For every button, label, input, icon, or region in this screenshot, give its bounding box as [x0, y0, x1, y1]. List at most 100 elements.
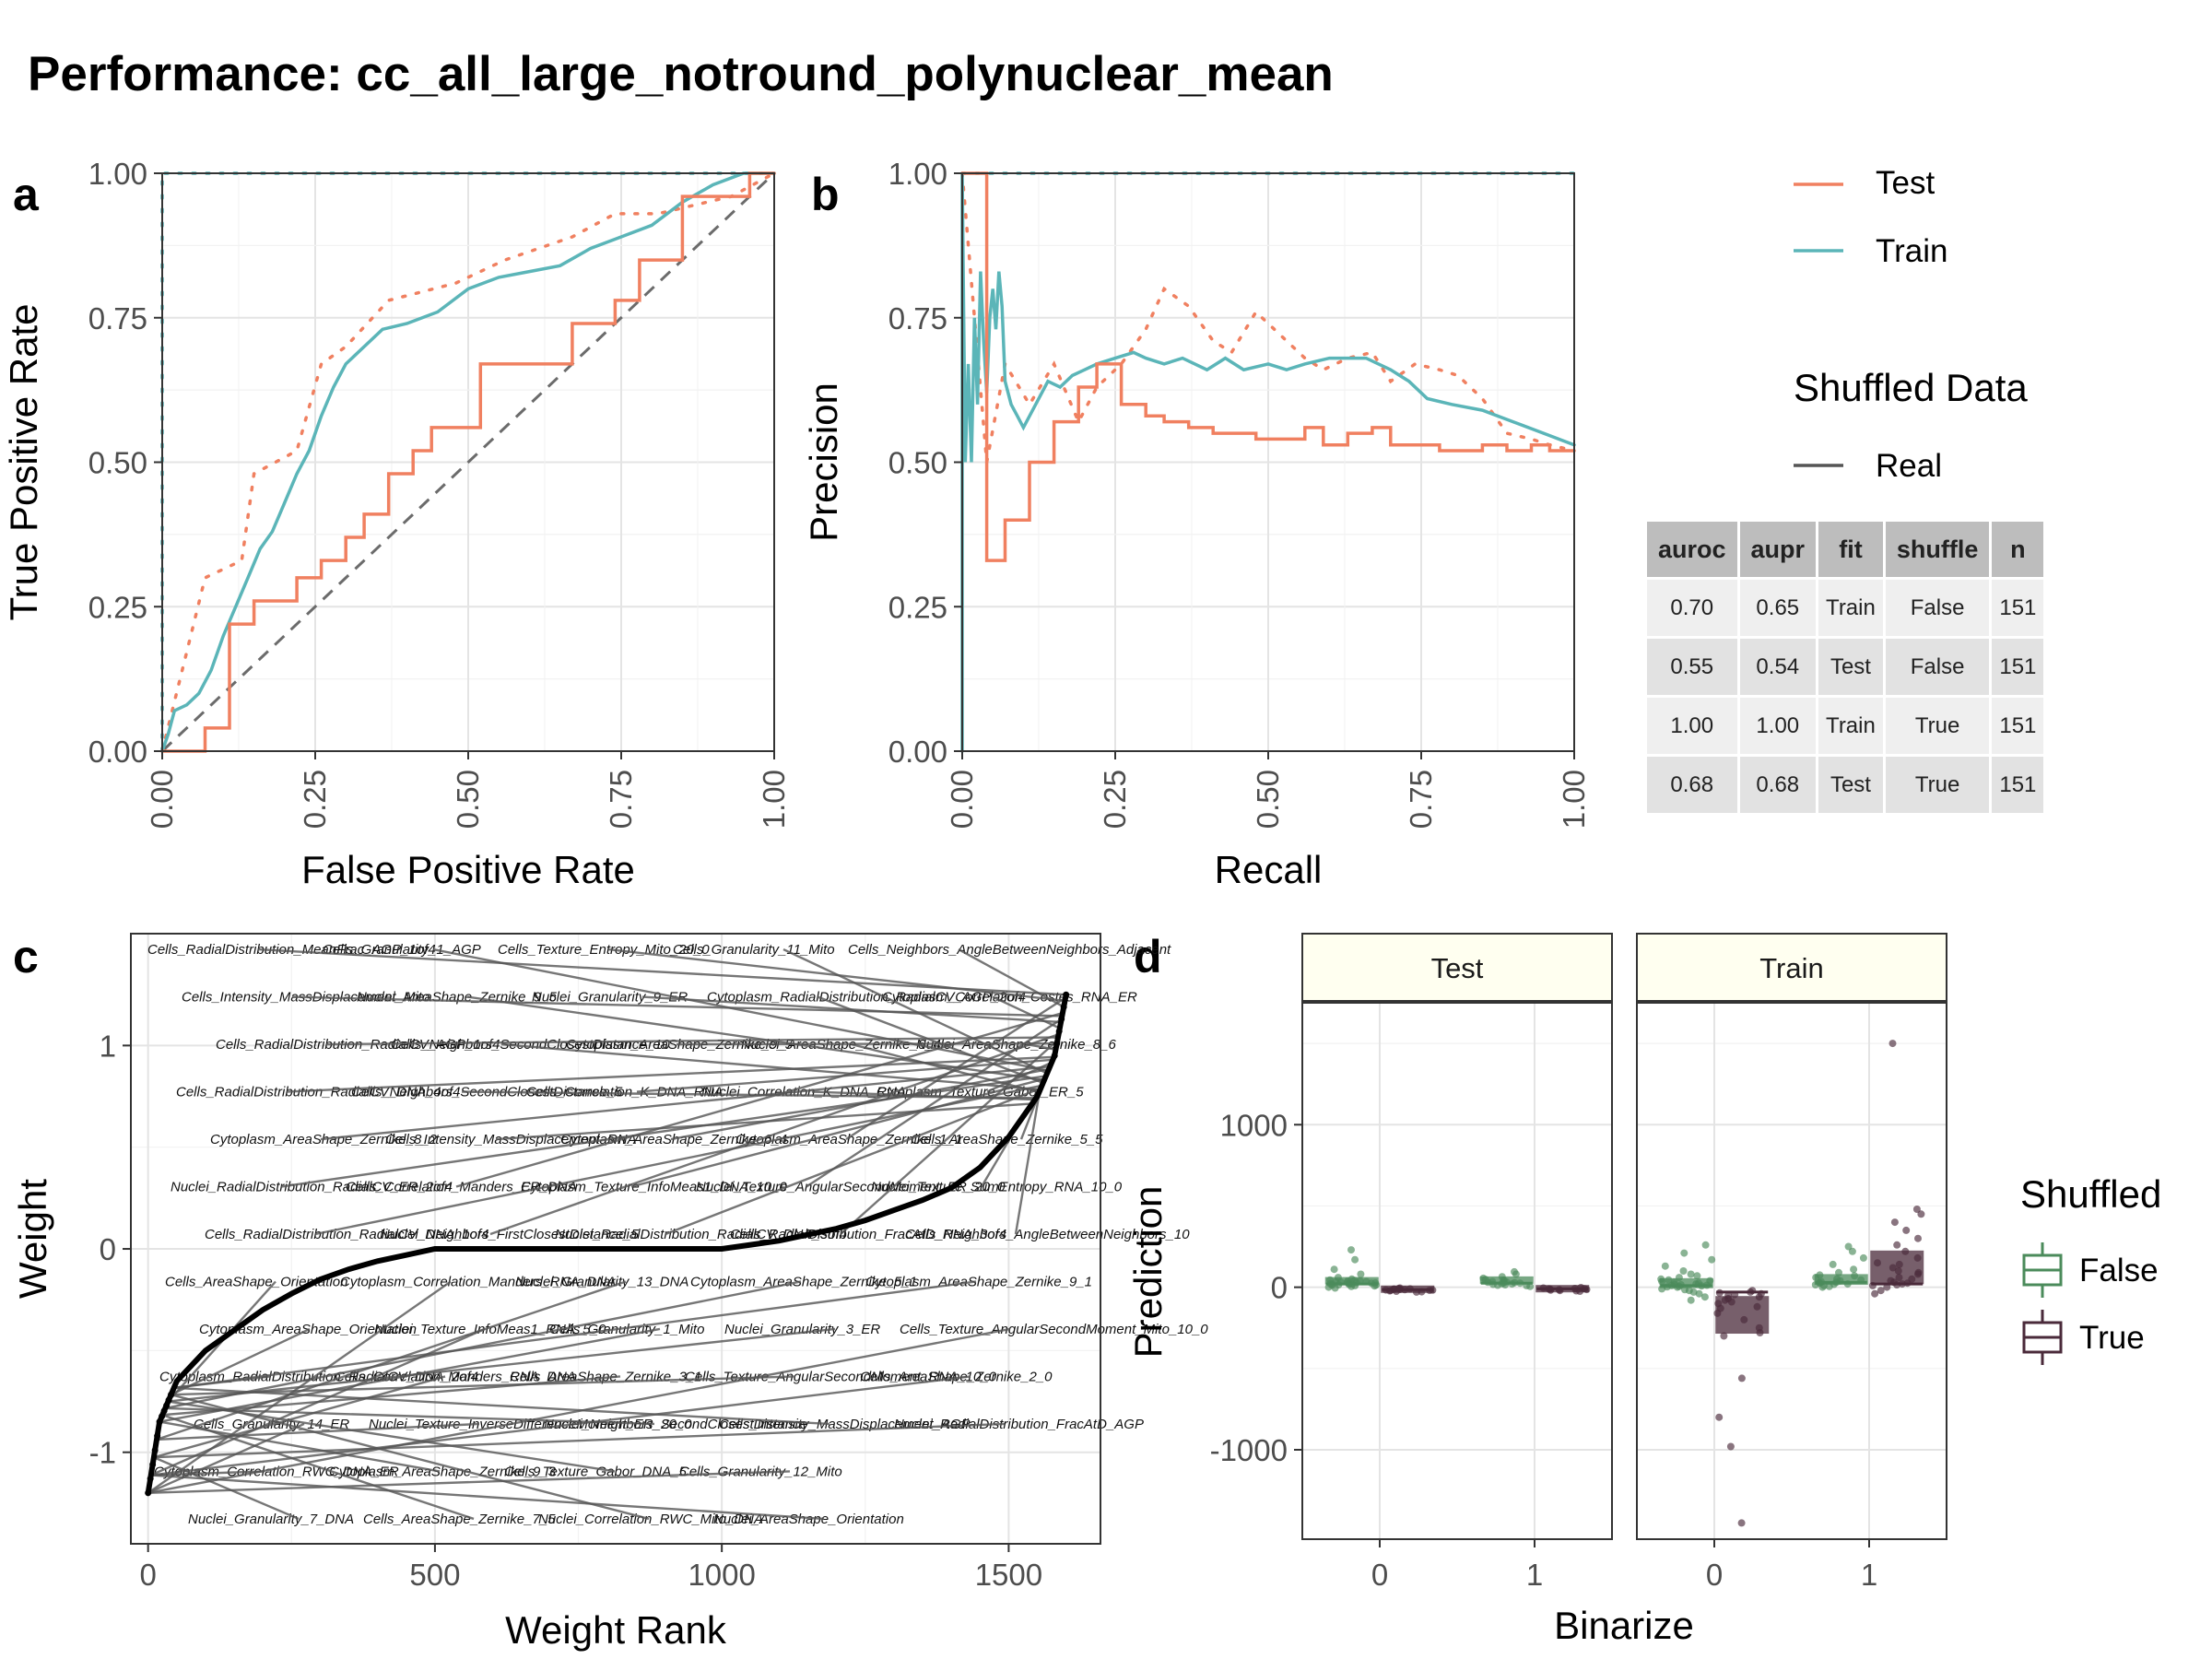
x-tick-label: 1.00	[1557, 770, 1591, 829]
prediction-point	[1511, 1267, 1518, 1276]
prediction-point	[1902, 1226, 1911, 1234]
x-tick-label: 1500	[975, 1558, 1042, 1592]
x-tick-label: 0	[1706, 1558, 1723, 1592]
weight-point	[165, 1396, 172, 1404]
feature-label: Cells_Correlation_Manders_RNA_DNA	[335, 1369, 576, 1384]
y-tick-label: 0.00	[888, 735, 947, 769]
prediction-point	[1347, 1246, 1355, 1254]
y-tick-label: 0.50	[88, 446, 147, 480]
prediction-point	[1890, 1218, 1899, 1227]
leader-line	[817, 995, 1044, 1084]
table-row: 0.68 0.68 Test True 151	[1647, 757, 2044, 813]
panel-letter-a: a	[13, 169, 40, 220]
table-header-shuffle: shuffle	[1885, 522, 1990, 577]
weight-point	[1063, 991, 1070, 998]
legend-real-label: Real	[1876, 448, 1942, 484]
table-header-fit: fit	[1818, 522, 1883, 577]
feature-label: Cytoplasm_AreaShape_Zernike_9_1	[865, 1274, 1092, 1289]
facet-strip	[1636, 933, 1947, 1002]
leader-line	[171, 1375, 796, 1396]
legend-train-label: Train	[1876, 233, 1947, 269]
y-tick-label: 0.25	[88, 590, 147, 624]
y-tick-label: 0.75	[888, 301, 947, 335]
prediction-point	[1893, 1241, 1901, 1249]
x-tick-label: 1.00	[757, 770, 791, 829]
legend-test-label: Test	[1876, 165, 1935, 201]
leader-line	[670, 1067, 1050, 1141]
prediction-point	[1844, 1242, 1853, 1251]
table-cell: False	[1885, 639, 1990, 695]
leader-line	[811, 1090, 1036, 1101]
x-tick-label: 1000	[688, 1558, 755, 1592]
prediction-point	[1679, 1267, 1688, 1275]
table-cell: Train	[1818, 580, 1883, 636]
prediction-point	[1330, 1265, 1338, 1274]
feature-label: Nuclei_Texture_SumEntropy_RNA_10_0	[871, 1180, 1123, 1195]
legend-shuffled-data-title: Shuffled Data	[1794, 366, 2028, 409]
table-cell: 0.68	[1647, 757, 1737, 813]
table-row: 1.00 1.00 Train True 151	[1647, 698, 2044, 754]
feature-label: Cells_Correlation_Manders_ER_DNA	[346, 1180, 577, 1195]
facet-strip-label: Train	[1759, 952, 1823, 984]
leader-line	[165, 1406, 655, 1426]
feature-label: Nuclei_Correlation_RWC_Mito_DNA	[538, 1512, 763, 1527]
prediction-point	[1695, 1289, 1703, 1298]
table-cell: True	[1885, 698, 1990, 754]
figure-title: Performance: cc_all_large_notround_polyn…	[28, 47, 1334, 101]
weight-point	[1051, 1052, 1058, 1059]
leader-line	[168, 1327, 836, 1403]
feature-label: Nuclei_Granularity_9_ER	[532, 990, 688, 1006]
leader-line	[1026, 1042, 1056, 1051]
x-tick-label: 0.50	[1251, 770, 1285, 829]
y-tick-label: -1000	[1210, 1433, 1288, 1467]
leader-line	[150, 1470, 265, 1477]
x-tick-label: 0	[1371, 1558, 1388, 1592]
prediction-point	[1859, 1253, 1867, 1262]
x-axis-label: Recall	[1215, 848, 1323, 891]
x-tick-label: 0.75	[604, 770, 638, 829]
weight-point	[1053, 1040, 1061, 1047]
table-cell: 151	[1992, 580, 2044, 636]
feature-label: Cytoplasm_Texture_InfoMeas1_DNA_10_0	[521, 1180, 787, 1195]
y-tick-label: 1	[100, 1029, 116, 1063]
fit-legend: Test Train Shuffled Data Real	[1794, 165, 2028, 484]
feature-label: Cells_Texture_AngularSecondMoment_Mito_1…	[900, 1322, 1208, 1337]
prediction-point	[1701, 1241, 1710, 1249]
table-header-n: n	[1992, 522, 2044, 577]
x-tick-label: 0.50	[451, 770, 485, 829]
series-test	[960, 171, 1576, 562]
leader-line	[325, 1036, 1058, 1046]
leader-line	[455, 1011, 1064, 1188]
prediction-point	[1661, 1262, 1669, 1270]
y-tick-label: 1000	[1220, 1108, 1288, 1142]
weight-point	[147, 1475, 154, 1482]
leader-line	[986, 1061, 1053, 1093]
leader-line	[320, 1065, 1051, 1141]
leader-line	[432, 947, 1049, 1072]
leader-line	[466, 995, 1045, 1082]
leader-line	[1014, 1090, 1041, 1235]
prediction-point	[1848, 1247, 1856, 1255]
table-cell: 1.00	[1647, 698, 1737, 754]
leader-line	[636, 1058, 1053, 1093]
feature-label: Cytoplasm_RadialDistribution_RadialCV_AG…	[707, 990, 1026, 1006]
weights-panel: Cells_RadialDistribution_MeanFrac_AGP_1o…	[11, 933, 1208, 1652]
plot-border	[1301, 1002, 1613, 1540]
table-row: 0.55 0.54 Test False 151	[1647, 639, 2044, 695]
table-cell: 151	[1992, 757, 2044, 813]
legend-shuffled-title: Shuffled	[2020, 1172, 2161, 1216]
table-cell: 0.55	[1647, 639, 1737, 695]
prediction-box	[1870, 1250, 1924, 1285]
weight-point	[160, 1407, 168, 1415]
y-tick-label: 1.00	[88, 157, 147, 191]
x-tick-label: 1	[1861, 1558, 1877, 1592]
leader-line	[500, 1042, 1041, 1091]
weight-point	[1055, 1028, 1063, 1035]
leader-line	[257, 947, 1066, 996]
table-cell: 151	[1992, 698, 2044, 754]
chance-diagonal	[160, 171, 776, 753]
prediction-point	[1357, 1270, 1365, 1278]
table-cell: 0.68	[1739, 757, 1817, 813]
table-cell: Test	[1818, 639, 1883, 695]
